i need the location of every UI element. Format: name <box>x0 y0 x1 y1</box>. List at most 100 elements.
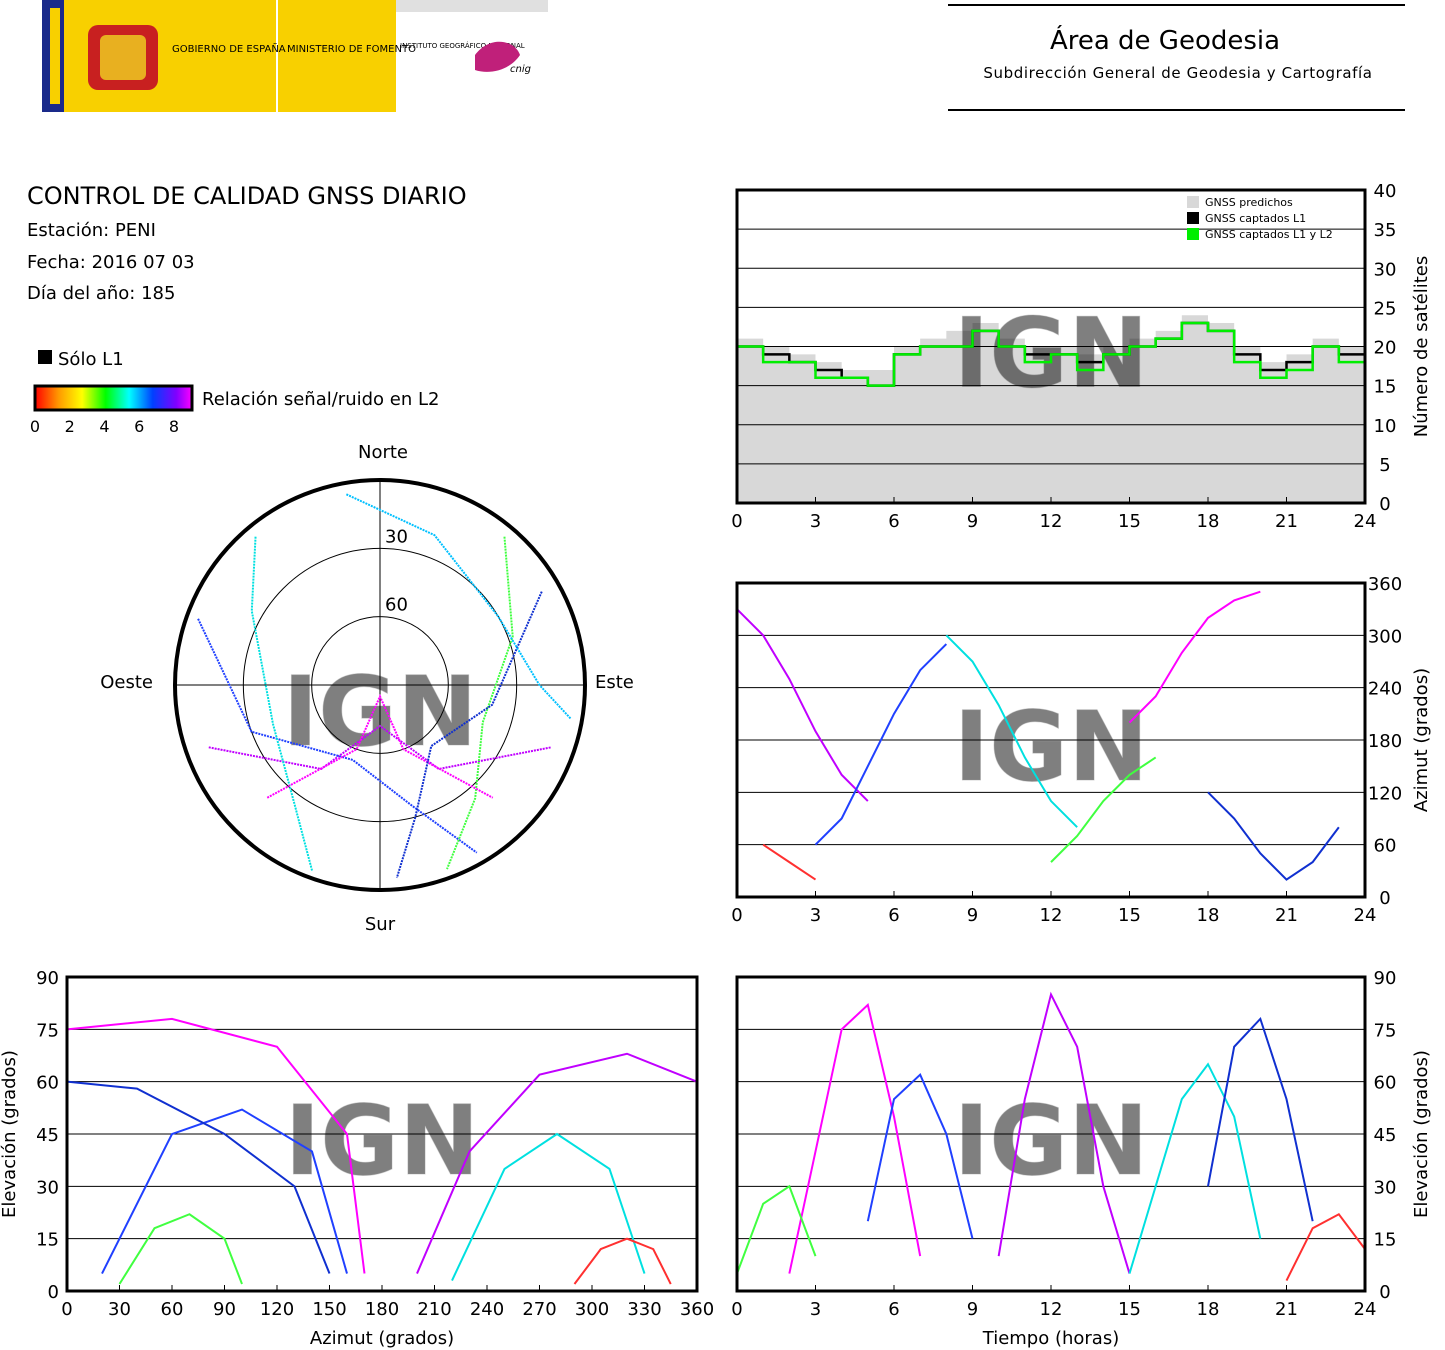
x-tick-label: 150 <box>312 1299 346 1320</box>
x-tick-label: 6 <box>888 511 899 532</box>
track <box>451 1132 646 1281</box>
x-tick-label: 180 <box>365 1299 399 1320</box>
track <box>1207 1016 1314 1222</box>
x-tick-label: 360 <box>680 1299 714 1320</box>
x-tick-label: 120 <box>260 1299 294 1320</box>
x-tick-label: 9 <box>967 1299 978 1320</box>
ministry-block <box>278 0 396 112</box>
direction-label: Oeste <box>100 672 153 693</box>
x-axis-label: Tiempo (horas) <box>982 1328 1120 1349</box>
y-tick-label: 0 <box>1379 494 1390 515</box>
x-tick-label: 24 <box>1354 511 1377 532</box>
y-tick-label: 25 <box>1374 298 1397 319</box>
y-tick-label: 15 <box>36 1230 59 1251</box>
legend-label: GNSS predichos <box>1205 196 1293 209</box>
y-tick-label: 0 <box>1379 1282 1390 1303</box>
track <box>66 1080 331 1274</box>
track <box>736 1184 817 1274</box>
x-tick-label: 3 <box>810 1299 821 1320</box>
x-tick-label: 18 <box>1197 905 1220 926</box>
x-tick-label: 0 <box>731 511 742 532</box>
track <box>416 1052 698 1274</box>
elevation-ring-label: 30 <box>385 526 408 547</box>
y-tick-label: 40 <box>1374 181 1397 202</box>
header-subtitle: Subdirección General de Geodesia y Carto… <box>983 64 1372 82</box>
plot-frame <box>735 581 1367 899</box>
coat-of-arms-inner <box>100 35 146 80</box>
y-tick-label: 120 <box>1368 783 1402 804</box>
track <box>573 1237 672 1285</box>
sky-track <box>250 536 314 872</box>
x-tick-label: 21 <box>1275 1299 1298 1320</box>
x-tick-label: 15 <box>1118 511 1141 532</box>
y-tick-label: 300 <box>1368 626 1402 647</box>
elevation-ring-label: 60 <box>385 595 408 616</box>
track <box>1128 590 1261 724</box>
track <box>736 608 869 802</box>
y-tick-label: 90 <box>1374 968 1397 989</box>
y-tick-label: 5 <box>1379 455 1390 476</box>
track <box>101 1108 348 1275</box>
track <box>1285 1212 1366 1281</box>
y-tick-label: 180 <box>1368 731 1402 752</box>
y-tick-label: 15 <box>1374 1230 1397 1251</box>
colorbar-tick-label: 0 <box>30 417 40 436</box>
legend-swatch <box>1187 196 1199 208</box>
x-tick-label: 0 <box>731 1299 742 1320</box>
header-title: Área de Geodesia <box>1050 24 1280 56</box>
track <box>737 321 1367 387</box>
y-axis-label: Elevación (grados) <box>0 1050 20 1218</box>
direction-label: Este <box>595 672 634 693</box>
y-tick-label: 30 <box>1374 1177 1397 1198</box>
l1-only-label: Sólo L1 <box>58 349 124 370</box>
y-tick-label: 30 <box>1374 259 1397 280</box>
y-tick-label: 0 <box>1379 888 1390 909</box>
day-of-year: Día del año: 185 <box>27 283 175 304</box>
track <box>1050 756 1157 863</box>
legend-swatch <box>1187 228 1199 240</box>
x-tick-label: 6 <box>888 905 899 926</box>
report-title: CONTROL DE CALIDAD GNSS DIARIO <box>27 182 467 210</box>
elevation-ring <box>242 547 518 823</box>
track <box>1128 1062 1262 1274</box>
direction-label: Sur <box>365 914 396 935</box>
y-tick-label: 30 <box>36 1177 59 1198</box>
x-tick-label: 18 <box>1197 1299 1220 1320</box>
date: Fecha: 2016 07 03 <box>27 252 195 273</box>
y-tick-label: 90 <box>36 968 59 989</box>
elevation-ring <box>311 616 449 754</box>
sky-track <box>446 536 514 870</box>
colorbar-label: Relación señal/ruido en L2 <box>202 389 439 410</box>
x-tick-label: 90 <box>213 1299 236 1320</box>
x-tick-label: 330 <box>627 1299 661 1320</box>
track <box>814 643 948 846</box>
watermark: IGN <box>954 1085 1149 1197</box>
x-tick-label: 15 <box>1118 1299 1141 1320</box>
x-tick-label: 3 <box>810 511 821 532</box>
x-tick-label: 21 <box>1275 511 1298 532</box>
cnig-mark <box>475 41 520 72</box>
colorbar-tick-label: 2 <box>65 417 75 436</box>
sky-track <box>345 493 572 720</box>
track <box>118 1213 243 1285</box>
plot-frame <box>735 975 1367 1293</box>
x-tick-label: 0 <box>61 1299 72 1320</box>
station: Estación: PENI <box>27 220 156 241</box>
x-tick-label: 9 <box>967 511 978 532</box>
y-tick-label: 60 <box>1374 836 1397 857</box>
y-tick-label: 10 <box>1374 416 1397 437</box>
track <box>945 634 1078 828</box>
sky-track <box>266 693 494 799</box>
legend-swatch <box>1187 212 1199 224</box>
x-tick-label: 60 <box>161 1299 184 1320</box>
ministry-logo-text: MINISTERIO DE FOMENTO <box>287 44 416 55</box>
x-tick-label: 210 <box>417 1299 451 1320</box>
legend-label: GNSS captados L1 <box>1205 212 1306 225</box>
y-tick-label: 75 <box>36 1020 59 1041</box>
sky-track <box>395 591 543 879</box>
colorbar-tick-label: 4 <box>99 417 109 436</box>
ign-logo-text: INSTITUTO GEOGRÁFICO NACIONAL <box>400 41 525 50</box>
y-axis-label: Número de satélites <box>1411 256 1432 438</box>
y-tick-label: 20 <box>1374 338 1397 359</box>
x-tick-label: 270 <box>522 1299 556 1320</box>
